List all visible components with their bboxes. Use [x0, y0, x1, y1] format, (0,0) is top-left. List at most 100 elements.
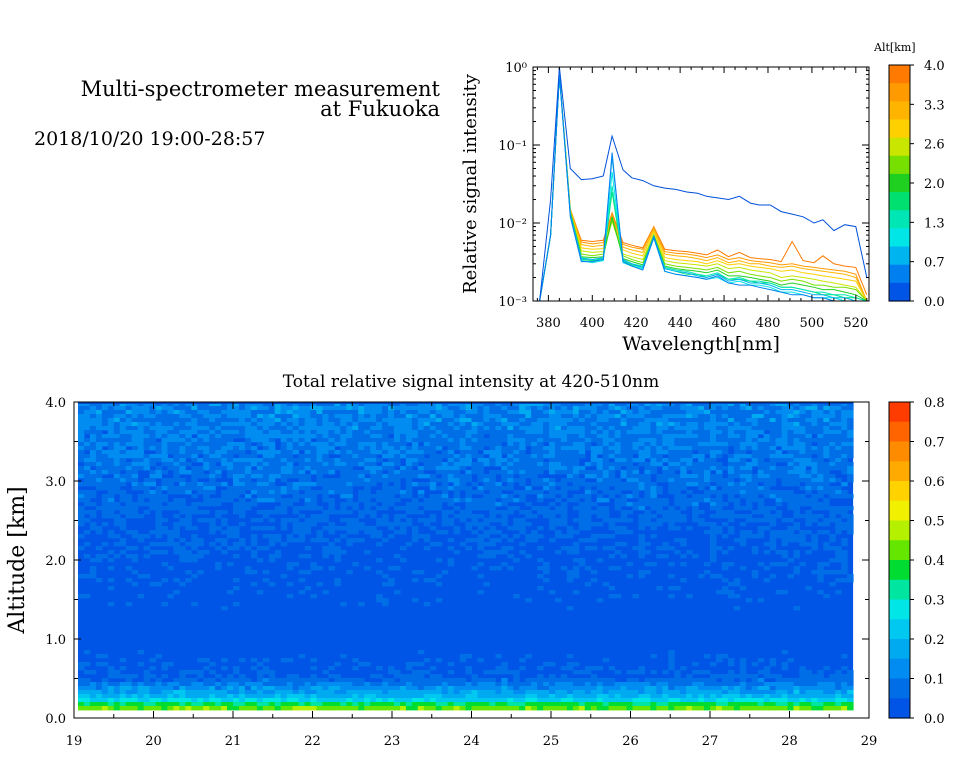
heatmap-cell: [572, 486, 580, 491]
heatmap-cell: [376, 422, 383, 427]
heatmap-cell: [692, 506, 699, 511]
heatmap-cell: [137, 662, 145, 667]
heatmap-cell: [411, 462, 419, 467]
heatmap-cell: [233, 502, 240, 507]
heatmap-cell: [733, 450, 741, 455]
heatmap-cell: [167, 662, 174, 667]
heatmap-cell: [668, 518, 675, 523]
heatmap-cell: [239, 478, 246, 483]
heatmap-cell: [644, 422, 651, 427]
heatmap-cell: [400, 682, 407, 687]
heatmap-cell: [757, 458, 765, 463]
heatmap-cell: [423, 466, 431, 471]
heatmap-cell: [549, 494, 556, 499]
heatmap-cell: [334, 578, 341, 583]
heatmap-cell: [710, 530, 717, 535]
heatmap-cell: [572, 410, 580, 415]
heatmap-cell: [328, 470, 335, 475]
heatmap-cell: [125, 462, 133, 467]
heatmap-cell: [328, 550, 335, 555]
heatmap-cell: [167, 458, 174, 463]
heatmap-cell: [423, 418, 431, 423]
heatmap-cell: [704, 442, 711, 447]
heatmap-cell: [793, 402, 800, 407]
heatmap-cell: [453, 442, 461, 447]
heatmap-cell: [459, 498, 467, 503]
heatmap-cell: [775, 682, 783, 687]
heatmap-cell: [727, 670, 735, 675]
spectrum-chart: 380 400 420 440 460 480 500 520 10⁰10⁻¹10⁻²10⁻³…: [460, 41, 945, 355]
heatmap-cell: [632, 450, 639, 455]
heatmap-cell: [745, 486, 753, 491]
heatmap-cell: [477, 406, 484, 411]
heatmap-cell: [805, 438, 812, 443]
heatmap-cell: [376, 430, 383, 435]
heatmap-cell: [620, 414, 628, 419]
heatmap-cell: [608, 418, 616, 423]
heatmap-cell: [459, 466, 467, 471]
heatmap-cell: [531, 682, 538, 687]
heatmap-cell: [173, 414, 180, 419]
heatmap-cell: [298, 682, 306, 687]
heatmap-cell: [244, 678, 252, 683]
heatmap-cell: [793, 462, 800, 467]
heatmap-cell: [382, 410, 389, 415]
heatmap-cell: [769, 522, 777, 527]
heatmap-cell: [227, 422, 234, 427]
heatmap-cell: [572, 470, 580, 475]
heatmap-cell: [805, 550, 812, 555]
spectrum-series-line: [539, 74, 867, 302]
heatmap-cell: [250, 490, 258, 495]
heatmap-cell: [769, 562, 777, 567]
heatmap-cell: [596, 666, 604, 671]
heatmap-cell: [638, 518, 645, 523]
heatmap-cell: [531, 506, 538, 511]
heatmap-cell: [352, 478, 359, 483]
heatmap-cell: [847, 678, 854, 683]
heatmap-cell: [608, 478, 616, 483]
heatmap-cell: [304, 506, 312, 511]
heatmap-cell: [78, 546, 85, 551]
heatmap-cell: [316, 506, 323, 511]
heatmap-cell: [298, 570, 306, 575]
heatmap-cell: [411, 578, 419, 583]
heatmap-cell: [179, 690, 186, 695]
heatmap-cell: [680, 418, 687, 423]
heatmap-cell: [578, 562, 586, 567]
heatmap-cell: [346, 426, 353, 431]
heatmap-cell: [352, 438, 359, 443]
heatmap-cell: [549, 462, 556, 467]
heatmap-cell: [388, 458, 395, 463]
heatmap-cell: [477, 426, 484, 431]
heatmap-cell: [298, 470, 306, 475]
heatmap-cell: [453, 498, 461, 503]
heatmap-cell: [197, 430, 204, 435]
heatmap-cell: [125, 474, 133, 479]
heatmap-cell: [453, 410, 461, 415]
heatmap-cell: [173, 690, 180, 695]
heatmap-cell: [388, 690, 395, 695]
heatmap-cell: [751, 450, 759, 455]
heatmap-cell: [262, 434, 270, 439]
heatmap-cell: [394, 402, 401, 407]
heatmap-cell: [799, 450, 806, 455]
heatmap-cell: [256, 434, 264, 439]
heatmap-cell: [322, 510, 329, 515]
heatmap-cell: [692, 426, 699, 431]
heatmap-cell: [417, 490, 425, 495]
heatmap-cell: [304, 450, 312, 455]
heatmap-cell: [555, 550, 562, 555]
heatmap-cell: [233, 554, 240, 559]
heatmap-cell: [811, 470, 818, 475]
heatmap-cell: [841, 682, 848, 687]
heatmap-cell: [107, 682, 115, 687]
heatmap-cell: [304, 678, 312, 683]
heatmap-cell: [817, 590, 824, 595]
heatmap-cell: [334, 450, 341, 455]
heatmap-cell: [686, 690, 693, 695]
heatmap-cell: [793, 686, 800, 691]
heatmap-cell: [388, 418, 395, 423]
heatmap-cell: [489, 450, 496, 455]
heatmap-cell: [787, 406, 794, 411]
heatmap-cell: [405, 682, 413, 687]
